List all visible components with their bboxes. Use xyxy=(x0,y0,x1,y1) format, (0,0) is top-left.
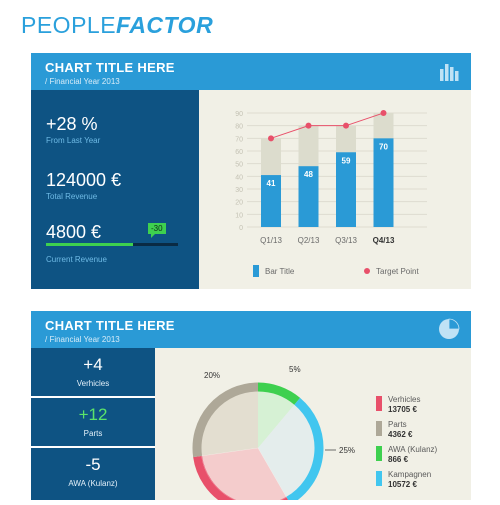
card-title: CHART TITLE HERE xyxy=(45,318,175,333)
bar-value-label: 41 xyxy=(267,179,276,188)
y-tick-label: 20 xyxy=(235,200,243,207)
x-tick-label: Q1/13 xyxy=(260,236,282,245)
kpi-panel: +28 % From Last Year 124000 € Total Reve… xyxy=(31,90,199,289)
target-point xyxy=(268,135,274,142)
legend-name: Kampagnen xyxy=(388,470,431,479)
pie-slice xyxy=(258,391,295,448)
pie-slice xyxy=(201,448,287,505)
bar xyxy=(298,166,319,227)
logo-part2: FACTOR xyxy=(116,12,214,38)
tile-value: +12 xyxy=(78,405,108,424)
y-tick-label: 70 xyxy=(235,136,243,143)
x-tick-label: Q2/13 xyxy=(298,236,320,245)
tile-parts: +12 Parts xyxy=(31,398,155,446)
bar-chart-icon[interactable] xyxy=(439,61,461,81)
tile-awa: -5 AWA (Kulanz) xyxy=(31,448,155,500)
y-tick-label: 0 xyxy=(239,225,243,232)
stat-growth: +28 % From Last Year xyxy=(46,114,100,145)
card-subtitle: / Financial Year 2013 xyxy=(45,335,120,344)
stat-value: 124000 € xyxy=(46,170,122,190)
pie-ring-segment xyxy=(257,382,301,405)
legend-value: 13705 € xyxy=(388,405,417,414)
bar-value-label: 59 xyxy=(342,156,351,165)
y-tick-label: 40 xyxy=(235,174,243,181)
percent-label: 5% xyxy=(289,365,301,374)
stat-total-revenue: 124000 € Total Revenue xyxy=(46,170,121,201)
legend-swatch xyxy=(376,446,382,461)
y-tick-label: 60 xyxy=(235,149,243,156)
tile-verhicles: +4 Verhicles xyxy=(31,348,155,396)
stat-label: From Last Year xyxy=(46,136,101,145)
card-subtitle: / Financial Year 2013 xyxy=(45,77,120,86)
stat-label: Current Revenue xyxy=(46,255,107,264)
legend-value: 4362 € xyxy=(388,430,413,439)
tile-label: Parts xyxy=(83,429,103,438)
pie-chart-card: CHART TITLE HERE / Financial Year 2013 +… xyxy=(31,311,471,505)
stat-value: +28 % xyxy=(46,114,98,134)
percent-label: 25% xyxy=(339,446,355,455)
pie-chart-panel: 20% 5% 25% Verhicles 13705 € Parts 4362 € AWA (… xyxy=(155,348,471,505)
percent-label: 20% xyxy=(204,371,220,380)
y-tick-label: 80 xyxy=(235,124,243,131)
stat-current-revenue: 4800 € Current Revenue xyxy=(46,222,107,264)
pie-chart-icon[interactable] xyxy=(437,318,461,340)
y-tick-label: 50 xyxy=(235,162,243,169)
stat-label: Total Revenue xyxy=(46,192,98,201)
bar-chart-panel: 0 10 20 30 40 50 60 70 80 90 41 Q1/13 48 Q2/13 59 Q3/13… xyxy=(199,90,471,289)
y-tick-label: 30 xyxy=(235,187,243,194)
pie-ring-segment xyxy=(286,397,324,505)
legend-name: Verhicles xyxy=(388,395,420,404)
x-tick-label: Q4/13 xyxy=(373,236,395,245)
bar-value-label: 70 xyxy=(379,142,388,151)
bar xyxy=(261,175,281,227)
pie-ring-segment xyxy=(192,382,259,458)
legend-value: 10572 € xyxy=(388,480,417,489)
x-tick-label: Q3/13 xyxy=(335,236,357,245)
logo: PEOPLEFACTOR xyxy=(21,12,213,39)
revenue-progress-fill xyxy=(46,243,134,246)
y-tick-label: 90 xyxy=(235,111,243,118)
legend-swatch xyxy=(376,421,382,436)
card-header: CHART TITLE HERE / Financial Year 2013 xyxy=(31,53,471,90)
revenue-badge: -30 xyxy=(148,223,166,238)
bar-chart: 0 10 20 30 40 50 60 70 80 90 41 Q1/13 48 Q2/13 59 Q3/13… xyxy=(235,110,427,277)
card-title: CHART TITLE HERE xyxy=(45,60,175,75)
legend-bar-label: Bar Title xyxy=(265,267,295,276)
target-point xyxy=(380,110,387,116)
tile-label: AWA (Kulanz) xyxy=(68,479,118,488)
legend-bar-swatch xyxy=(253,265,259,277)
bar xyxy=(336,152,356,227)
pie-slice xyxy=(258,404,315,498)
bar xyxy=(373,138,394,227)
legend-swatch xyxy=(376,396,382,411)
legend-name: AWA (Kulanz) xyxy=(388,445,438,454)
tile-value: +4 xyxy=(83,355,103,374)
legend-value: 866 € xyxy=(388,455,409,464)
stat-value: 4800 € xyxy=(46,222,102,242)
logo-part1: PEOPLE xyxy=(21,12,117,38)
legend-target-label: Target Point xyxy=(376,267,419,276)
target-line xyxy=(270,112,384,139)
tile-value: -5 xyxy=(85,455,101,474)
target-point xyxy=(343,122,349,129)
card-header: CHART TITLE HERE / Financial Year 2013 xyxy=(31,311,471,348)
revenue-progress-bar xyxy=(46,243,178,246)
bar-chart-card: CHART TITLE HERE / Financial Year 2013 +… xyxy=(31,53,471,289)
y-tick-label: 10 xyxy=(235,212,243,219)
legend-swatch xyxy=(376,471,382,486)
pie-slice xyxy=(201,391,258,456)
bar-value-label: 48 xyxy=(304,170,313,179)
legend-name: Parts xyxy=(388,420,407,429)
tile-label: Verhicles xyxy=(76,379,110,388)
legend-target-dot xyxy=(364,268,370,274)
target-point xyxy=(305,122,312,129)
